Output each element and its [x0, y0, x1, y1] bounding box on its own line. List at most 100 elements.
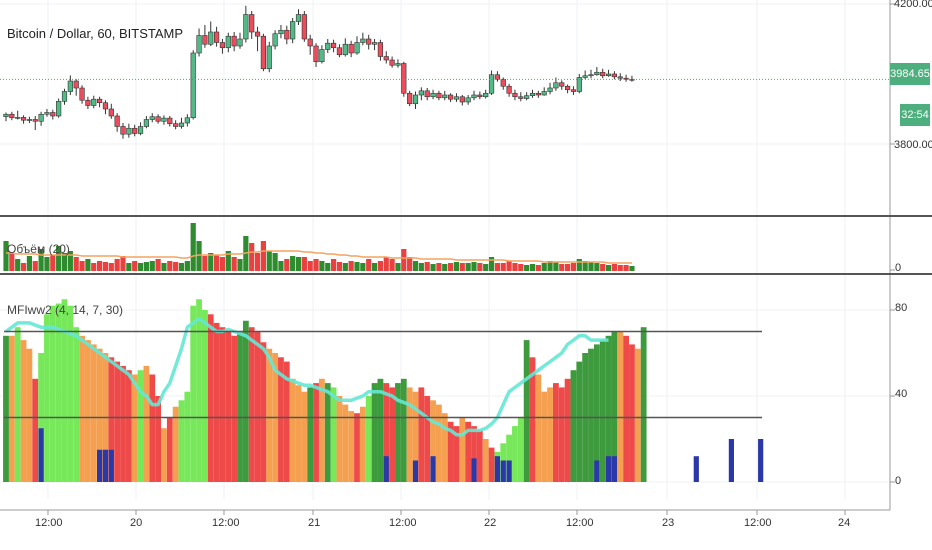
candle-body [541, 91, 547, 96]
candle-body [465, 97, 471, 103]
candle-body [284, 29, 290, 40]
mfi-bar [506, 434, 512, 482]
mfi-bar [207, 314, 214, 482]
candle-body [32, 119, 38, 122]
candle-body [483, 92, 489, 98]
candle-body [442, 94, 448, 99]
candle-body [518, 96, 524, 99]
volume-bar [50, 255, 56, 271]
volume-bar [371, 263, 378, 271]
price-tick-3800: 3800.00 [894, 139, 932, 151]
volume-bar [594, 263, 600, 271]
candle-body [15, 117, 21, 119]
candle-body [412, 94, 419, 105]
time-tick: 24 [838, 517, 851, 529]
candle-body [325, 42, 331, 50]
volume-bar [600, 264, 606, 271]
volume-bar [605, 265, 612, 271]
volume-bar [383, 257, 389, 271]
volume-bar [325, 263, 331, 271]
candle-body [85, 99, 91, 106]
mfi-bar [342, 404, 349, 482]
candle-body [389, 59, 395, 66]
mfi-bar [44, 314, 50, 482]
mfi-bar [482, 439, 489, 482]
symbol-title[interactable]: Bitcoin / Dollar, 60, BITSTAMP [7, 26, 184, 41]
mfi-bar [213, 322, 220, 482]
mfi-bar [424, 396, 431, 482]
candle-body [225, 35, 231, 49]
candle-body [506, 85, 512, 94]
mfi-blue-bar [500, 460, 506, 482]
mfi-blue-bar [494, 456, 500, 482]
volume-bar [547, 261, 553, 271]
volume-bar [190, 223, 196, 271]
candle-body [512, 92, 518, 98]
mfi-bar [383, 383, 390, 482]
volume-bar [91, 263, 97, 271]
candle-body [102, 102, 109, 110]
volume-bar [336, 262, 343, 271]
mfi-bar [301, 391, 308, 482]
mfi-bar [517, 417, 524, 482]
mfi-bar [178, 400, 185, 482]
time-tick: 12:00 [389, 517, 417, 529]
candle-body [553, 82, 559, 89]
candle-body [430, 92, 436, 98]
mfi-bar [166, 417, 173, 482]
candle-body [524, 95, 530, 99]
mfi-label[interactable]: MFIww2 (4, 14, 7, 30) [7, 303, 124, 317]
volume-bar [155, 259, 161, 271]
volume-bar [629, 266, 635, 271]
candle-body [383, 56, 389, 61]
volume-bar [354, 262, 360, 271]
candle-body [500, 78, 506, 87]
candle-body [407, 92, 413, 105]
candle-body [436, 92, 442, 99]
mfi-bar [599, 340, 606, 482]
volume-bar [284, 259, 290, 271]
candle-body [61, 91, 68, 102]
volume-bar [512, 263, 518, 271]
candle-body [266, 45, 272, 70]
volume-bar [20, 263, 27, 271]
volume-bar [553, 262, 559, 271]
volume-bar [377, 261, 383, 271]
mfi-bar [418, 387, 425, 482]
candle-body [3, 113, 9, 117]
mfi-bar [447, 421, 454, 482]
mfi-bar [90, 344, 97, 482]
mfi-bar [588, 348, 594, 482]
candle-body [231, 35, 237, 47]
candle-body [178, 122, 185, 127]
mfi-bar [32, 378, 39, 482]
candle-body [559, 82, 565, 87]
candle-body [278, 29, 284, 35]
candle-body [254, 31, 261, 37]
volume-bar [120, 256, 126, 271]
volume-bar [196, 241, 202, 271]
mfi-blue-bar [430, 456, 436, 482]
mfi-bar [629, 344, 635, 482]
candle-body [366, 38, 372, 45]
volume-bar [149, 261, 155, 271]
volume-bar [389, 259, 395, 271]
volume-label[interactable]: Объём (20) [7, 242, 70, 256]
volume-bar [483, 264, 489, 271]
candle-body [301, 14, 307, 40]
volume-bar [260, 241, 266, 271]
mfi-bar [617, 331, 624, 482]
mfi-bar [3, 335, 9, 482]
time-tick: 21 [308, 517, 321, 529]
mfi-bar [254, 331, 261, 482]
time-axis[interactable]: 12:00 20 12:00 21 12:00 22 12:00 23 12:0… [0, 510, 890, 550]
candle-body [605, 73, 612, 77]
candle-body [319, 49, 325, 63]
mfi-bar [125, 370, 132, 482]
mfi-bar [465, 421, 472, 482]
volume-bar [85, 259, 91, 271]
mfi-bar [395, 383, 401, 482]
volume-bar [430, 264, 436, 271]
mfi-bar [219, 327, 226, 482]
